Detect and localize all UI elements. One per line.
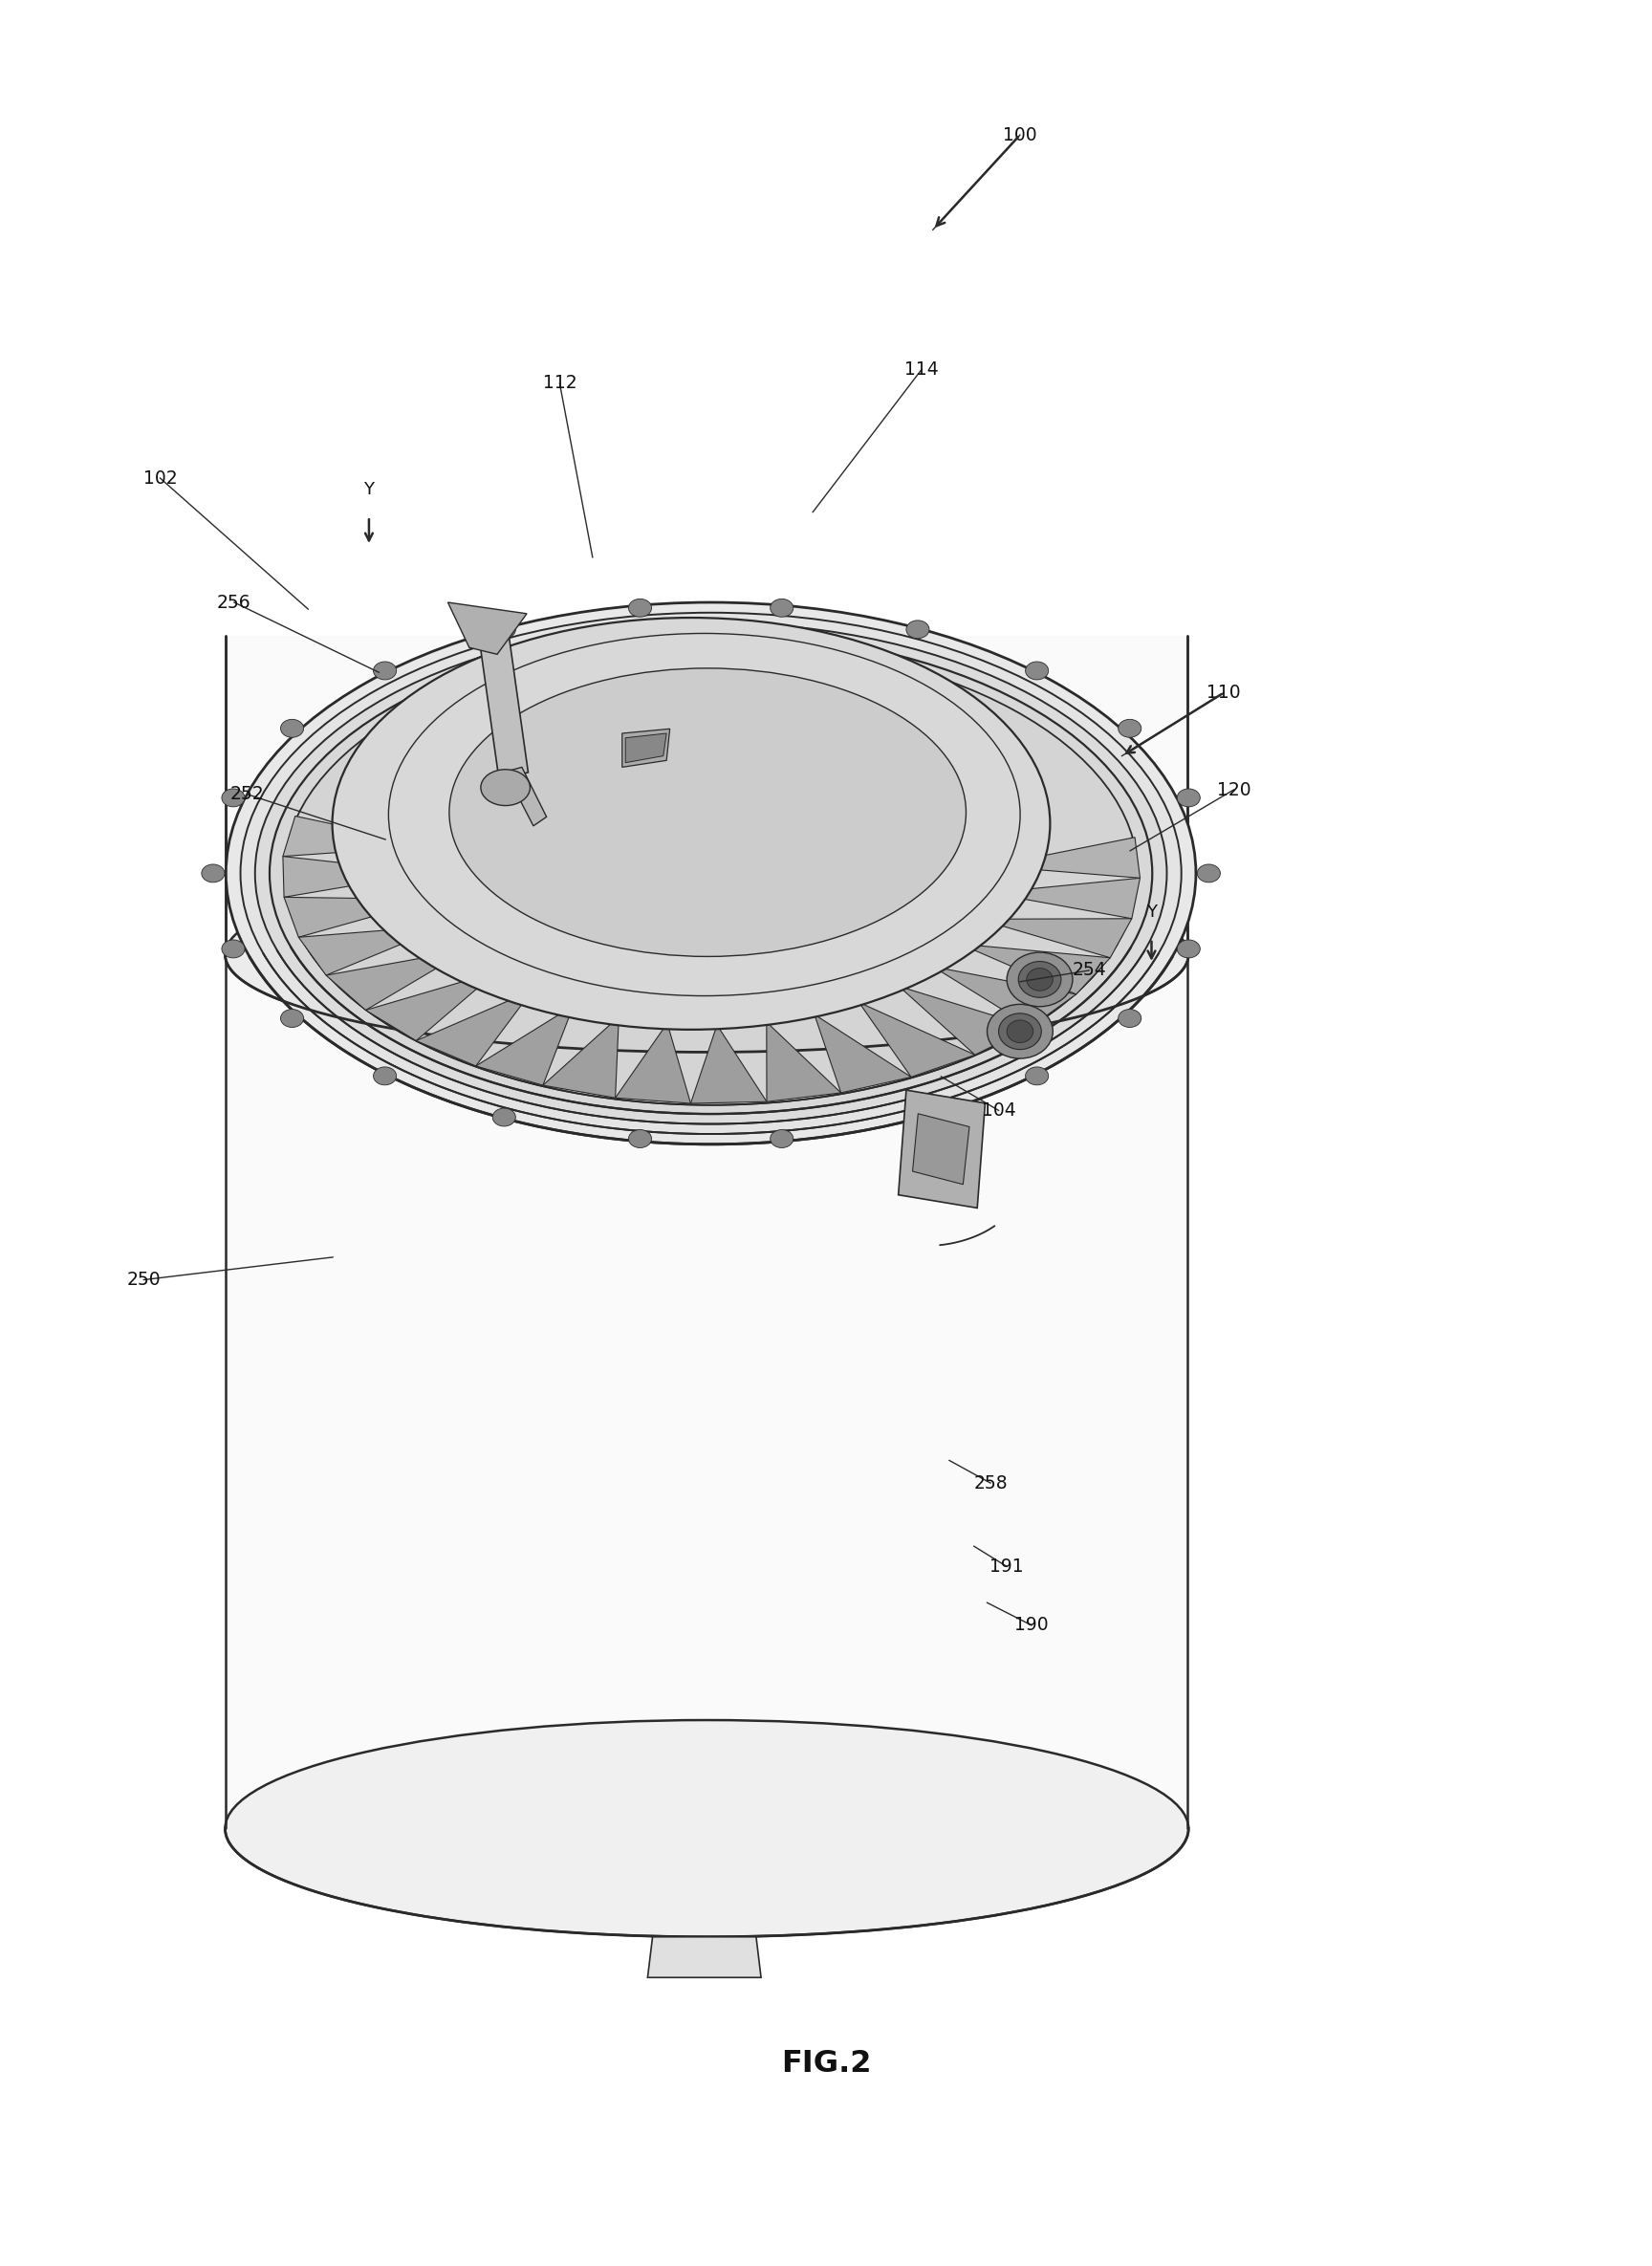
Text: 252: 252 xyxy=(230,786,264,804)
Text: 191: 191 xyxy=(990,1557,1024,1575)
Ellipse shape xyxy=(492,1108,515,1126)
Ellipse shape xyxy=(1006,1020,1032,1042)
Polygon shape xyxy=(691,1024,767,1104)
Polygon shape xyxy=(544,1017,620,1097)
Ellipse shape xyxy=(225,1720,1188,1937)
Polygon shape xyxy=(615,1024,691,1104)
Polygon shape xyxy=(960,945,1110,995)
Text: 100: 100 xyxy=(1003,127,1037,145)
Text: 258: 258 xyxy=(973,1473,1008,1491)
Polygon shape xyxy=(365,972,497,1040)
Text: FIG.2: FIG.2 xyxy=(781,2048,871,2078)
Polygon shape xyxy=(859,1002,975,1076)
Text: 104: 104 xyxy=(981,1101,1016,1119)
Ellipse shape xyxy=(202,863,225,881)
Polygon shape xyxy=(933,968,1075,1026)
Polygon shape xyxy=(299,925,446,974)
Polygon shape xyxy=(282,816,434,857)
Ellipse shape xyxy=(1026,662,1049,680)
Polygon shape xyxy=(980,918,1132,959)
Text: 112: 112 xyxy=(542,374,577,392)
Ellipse shape xyxy=(1018,961,1061,997)
Ellipse shape xyxy=(1118,1008,1142,1026)
Polygon shape xyxy=(476,1006,573,1085)
Ellipse shape xyxy=(988,1004,1052,1058)
Ellipse shape xyxy=(907,1108,928,1126)
Polygon shape xyxy=(416,990,532,1065)
Polygon shape xyxy=(648,1937,762,1978)
Ellipse shape xyxy=(221,940,244,959)
Ellipse shape xyxy=(221,789,244,807)
Ellipse shape xyxy=(373,662,396,680)
Polygon shape xyxy=(325,949,468,1011)
Ellipse shape xyxy=(770,1131,793,1149)
Ellipse shape xyxy=(1026,1067,1049,1085)
Ellipse shape xyxy=(284,641,1138,1106)
Ellipse shape xyxy=(1026,968,1052,990)
Text: 250: 250 xyxy=(127,1271,160,1289)
Text: 120: 120 xyxy=(1216,782,1251,800)
Ellipse shape xyxy=(449,668,966,956)
Ellipse shape xyxy=(1006,952,1072,1006)
Ellipse shape xyxy=(332,619,1051,1029)
Text: 256: 256 xyxy=(216,594,251,612)
Ellipse shape xyxy=(281,1008,304,1026)
Polygon shape xyxy=(226,637,1188,1829)
Ellipse shape xyxy=(492,621,515,639)
Ellipse shape xyxy=(1118,718,1142,736)
Text: 110: 110 xyxy=(1208,684,1241,702)
Polygon shape xyxy=(284,897,434,938)
Ellipse shape xyxy=(628,598,651,616)
Polygon shape xyxy=(991,838,1140,877)
Text: Y: Y xyxy=(1146,904,1156,920)
Polygon shape xyxy=(623,730,669,768)
Ellipse shape xyxy=(1178,940,1199,959)
Ellipse shape xyxy=(225,857,1188,1051)
Polygon shape xyxy=(767,1022,841,1101)
Polygon shape xyxy=(899,986,1031,1056)
Ellipse shape xyxy=(1178,789,1199,807)
Polygon shape xyxy=(912,1113,970,1185)
Ellipse shape xyxy=(998,1013,1041,1049)
Polygon shape xyxy=(448,603,527,655)
Ellipse shape xyxy=(281,718,304,736)
Polygon shape xyxy=(282,857,430,897)
Ellipse shape xyxy=(269,632,1151,1115)
Text: 254: 254 xyxy=(1072,961,1107,979)
Ellipse shape xyxy=(226,603,1196,1144)
Ellipse shape xyxy=(628,1131,651,1149)
Ellipse shape xyxy=(481,770,530,807)
Polygon shape xyxy=(506,768,547,825)
Text: 114: 114 xyxy=(904,360,938,378)
Ellipse shape xyxy=(241,612,1181,1133)
Ellipse shape xyxy=(254,623,1166,1124)
Ellipse shape xyxy=(373,1067,396,1085)
Ellipse shape xyxy=(907,621,928,639)
Text: 102: 102 xyxy=(144,469,177,487)
Polygon shape xyxy=(990,877,1140,918)
Polygon shape xyxy=(479,632,529,780)
Ellipse shape xyxy=(770,598,793,616)
Text: Y: Y xyxy=(363,480,375,499)
Polygon shape xyxy=(899,1090,985,1208)
Text: 190: 190 xyxy=(1014,1616,1049,1634)
Ellipse shape xyxy=(1198,863,1221,881)
Polygon shape xyxy=(626,734,666,764)
Polygon shape xyxy=(814,1015,912,1092)
